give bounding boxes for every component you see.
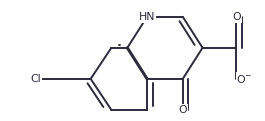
Text: O: O	[232, 12, 241, 22]
Text: O$^{-}$: O$^{-}$	[236, 73, 253, 85]
Text: O: O	[179, 105, 187, 115]
Text: Cl: Cl	[31, 74, 41, 84]
Text: HN: HN	[139, 12, 155, 22]
